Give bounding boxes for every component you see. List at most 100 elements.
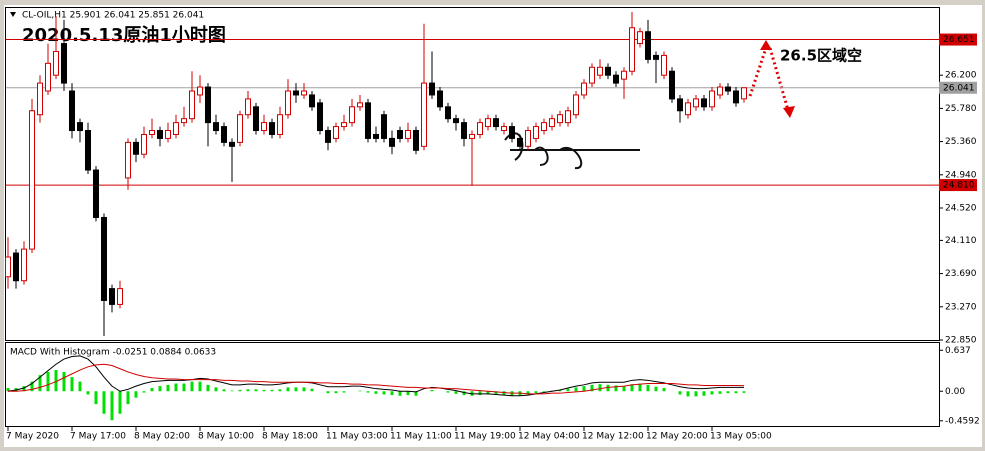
candle-body (381, 114, 387, 139)
histogram-bar (678, 391, 682, 395)
candle-body (557, 114, 563, 124)
histogram-bar (190, 381, 194, 392)
candle-body (645, 31, 651, 60)
histogram-bar (478, 391, 482, 396)
candle-body (229, 141, 235, 147)
candle-body (501, 126, 507, 132)
histogram-bar (158, 386, 162, 392)
candle-body (469, 133, 475, 139)
candle-body (93, 169, 99, 218)
histogram-bar (222, 389, 226, 392)
histogram-bar (390, 391, 394, 396)
histogram-bar (662, 388, 666, 392)
candle-body (37, 82, 43, 116)
candle-body (629, 27, 635, 72)
candle-body (677, 98, 683, 112)
candle-body (261, 122, 267, 132)
candle-body (333, 126, 339, 139)
candle-body (389, 137, 395, 147)
candle-body (461, 122, 467, 139)
candle-body (165, 130, 171, 139)
candle-body (477, 122, 483, 135)
histogram-bar (270, 389, 274, 392)
candle-body (349, 106, 355, 124)
candle-body (637, 31, 643, 45)
candle-body (149, 130, 155, 135)
histogram-bar (446, 391, 450, 393)
candle-body (77, 122, 83, 132)
candle-body (565, 110, 571, 124)
candle-body (341, 122, 347, 128)
histogram-bar (238, 389, 242, 392)
level-label: 26.041 (943, 83, 975, 93)
histogram-bar (582, 386, 586, 392)
y-tick-label: 0.00 (945, 387, 965, 397)
candle-body (525, 130, 531, 147)
histogram-bar (22, 386, 26, 392)
y-tick-label: 26.200 (945, 71, 977, 81)
candle-body (277, 114, 283, 135)
histogram-bar (590, 384, 594, 392)
arrow-down (768, 47, 790, 111)
y-tick-label: 25.360 (945, 137, 977, 147)
candle-body (301, 90, 307, 96)
candle-body (413, 130, 419, 151)
histogram-bar (742, 391, 746, 393)
histogram-bar (366, 391, 370, 393)
candle-body (85, 130, 91, 171)
histogram-bar (182, 383, 186, 392)
candle-body (53, 50, 59, 76)
histogram-bar (214, 387, 218, 392)
histogram-bar (286, 387, 290, 392)
histogram-bar (606, 384, 610, 392)
x-tick-label: 11 May 03:00 (326, 432, 388, 442)
candle-body (245, 98, 251, 116)
candle-body (549, 118, 555, 128)
histogram-bar (614, 385, 618, 392)
histogram-bar (38, 375, 42, 392)
histogram-bar (494, 391, 498, 395)
candle-body (445, 106, 451, 120)
candle-body (21, 248, 27, 282)
histogram-bar (374, 391, 378, 394)
candle-body (533, 126, 539, 139)
histogram-bar (302, 387, 306, 392)
candle-body (421, 82, 427, 147)
level-box (939, 81, 977, 94)
candle-body (701, 98, 707, 108)
candle-body (365, 102, 371, 139)
histogram-bar (310, 388, 314, 392)
histogram-bar (70, 377, 74, 392)
candle-body (485, 118, 491, 128)
histogram-bar (198, 381, 202, 392)
canvas (4, 5, 982, 447)
candle-body (125, 141, 131, 179)
histogram-bar (54, 370, 58, 392)
histogram-bar (646, 384, 650, 392)
candle-body (13, 252, 19, 282)
histogram-bar (414, 391, 418, 396)
candle-body (189, 90, 195, 120)
candle-body (69, 90, 75, 132)
candle-body (733, 90, 739, 104)
histogram-bar (382, 391, 386, 395)
macd-line (8, 363, 745, 395)
histogram-bar (254, 389, 258, 392)
x-tick-label: 8 May 10:00 (198, 432, 254, 442)
histogram-bar (246, 389, 250, 392)
header-icon (10, 12, 16, 17)
histogram-bar (102, 391, 106, 414)
x-tick-label: 7 May 2020 (6, 432, 59, 442)
candle-body (725, 86, 731, 92)
x-tick-label: 12 May 20:00 (646, 432, 708, 442)
candle-body (621, 70, 627, 80)
candle-body (605, 66, 611, 76)
histogram-bar (110, 391, 114, 421)
y-tick-label: -0.4592 (945, 416, 980, 426)
candle-body (181, 118, 187, 124)
histogram-bar (542, 391, 546, 392)
arrow-head (760, 40, 772, 50)
y-tick-label: 23.690 (945, 269, 977, 279)
histogram-bar (710, 391, 714, 395)
